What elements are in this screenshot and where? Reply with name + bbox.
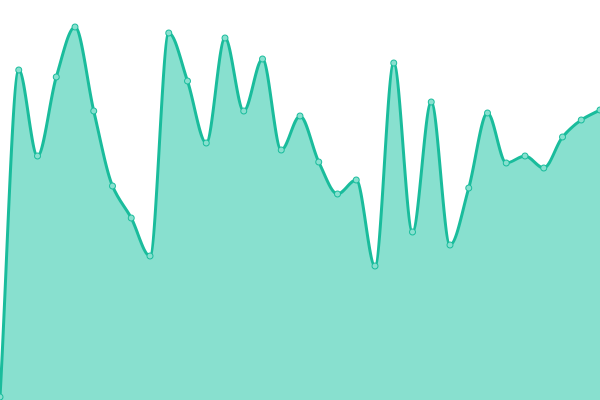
data-point bbox=[540, 164, 548, 172]
data-point bbox=[259, 55, 266, 63]
data-point bbox=[71, 23, 79, 31]
data-point bbox=[577, 116, 585, 124]
area-fill bbox=[0, 27, 600, 400]
data-point bbox=[334, 190, 341, 198]
data-point bbox=[15, 66, 23, 74]
series-line bbox=[0, 25, 600, 398]
data-point bbox=[559, 133, 566, 141]
data-point bbox=[315, 158, 323, 166]
data-point bbox=[221, 34, 229, 42]
data-point bbox=[146, 252, 154, 260]
data-point bbox=[352, 176, 360, 184]
data-point bbox=[277, 146, 285, 154]
data-point bbox=[202, 139, 210, 147]
data-point bbox=[0, 393, 4, 400]
data-point bbox=[165, 29, 173, 37]
data-point bbox=[484, 109, 491, 117]
data-point bbox=[371, 262, 379, 270]
data-point bbox=[465, 184, 473, 192]
markers bbox=[0, 23, 600, 400]
data-point bbox=[109, 182, 116, 190]
data-point bbox=[521, 152, 529, 160]
data-point bbox=[390, 59, 398, 67]
data-point bbox=[52, 73, 60, 81]
data-point bbox=[296, 112, 304, 120]
data-point bbox=[127, 214, 135, 222]
data-point bbox=[240, 107, 248, 115]
data-point bbox=[502, 159, 510, 167]
data-point bbox=[184, 77, 191, 85]
data-point bbox=[446, 241, 454, 249]
data-point bbox=[90, 107, 98, 115]
data-point bbox=[34, 152, 41, 160]
data-point bbox=[427, 98, 435, 106]
data-point bbox=[596, 106, 600, 114]
data-point bbox=[409, 228, 416, 236]
